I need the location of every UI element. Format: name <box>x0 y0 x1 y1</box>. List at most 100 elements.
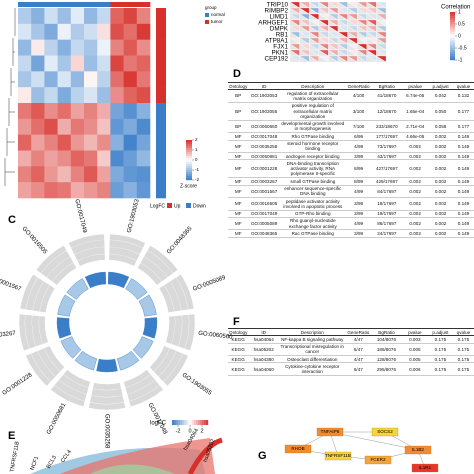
term-label: GO:0003267 <box>0 331 17 341</box>
heatmap-cell <box>70 182 85 199</box>
colorbar-tick-label: 0.5 <box>458 21 465 27</box>
table-cell: 0.002 <box>402 229 429 238</box>
heatmap-cell <box>136 87 151 104</box>
table-cell: 0.006 <box>401 362 428 376</box>
heatmap-cell <box>123 134 138 151</box>
colorbar-step <box>186 168 192 171</box>
term-label: GO:0016505 <box>21 226 49 256</box>
node-label: RHOB <box>291 446 304 451</box>
header-cell: GeneRatio <box>345 327 372 337</box>
term-label: GO:0050681 <box>46 402 68 436</box>
heatmap-cell <box>136 23 151 40</box>
table-cell: Transcriptional misregulation in cancer <box>279 343 346 357</box>
sector-grid <box>92 388 122 391</box>
table-cell: 0.175 <box>427 343 453 357</box>
colorbar-tick-label: 0 <box>458 33 461 39</box>
gene-label: RIMBP2 <box>265 8 289 15</box>
logfc-cell <box>156 182 166 199</box>
table-cell: 0.175 <box>427 335 453 344</box>
dendrogram <box>8 98 15 126</box>
heatmap-cell <box>110 87 124 104</box>
table-cell: 0.002 <box>428 217 453 231</box>
heatmap-cell <box>57 166 72 183</box>
heatmap-cell <box>97 150 111 167</box>
heatmap-cell <box>97 103 111 120</box>
heatmap-cell <box>97 182 111 199</box>
table-cell: GO:0017048 <box>248 132 280 141</box>
colorbar-step <box>186 420 189 425</box>
legend-title: group <box>205 5 217 10</box>
header-cell: pvalue <box>401 327 428 337</box>
heatmap-cell <box>110 103 124 120</box>
heatmap-cell <box>44 8 58 25</box>
heatmap-cell <box>110 134 124 151</box>
panel-label: F <box>233 316 240 328</box>
logfc-cell <box>156 150 166 167</box>
table-row: MF GO:0016505 peptidase activator activity… <box>228 197 474 211</box>
node-label: IL1B2 <box>412 447 424 452</box>
legend-swatch <box>205 13 209 17</box>
heatmap-cell <box>31 39 45 56</box>
inner-bar <box>116 350 140 371</box>
table-cell: GO:0035258 <box>248 140 280 154</box>
heatmap-cell <box>84 134 98 151</box>
table-cell: MF <box>228 229 249 238</box>
heatmap-cell <box>31 150 45 167</box>
table-cell: 0.002 <box>402 185 429 199</box>
header-cell: qvalue <box>452 81 474 91</box>
header-cell: p.adjust <box>427 327 453 337</box>
table-row: Ontology ID Description GeneRatio BgRatio pva… <box>228 81 474 91</box>
table-cell: MF <box>228 197 249 211</box>
logfc-cell <box>156 8 166 25</box>
table-cell: 0.002 <box>402 197 429 211</box>
legend-title: LogFC <box>150 203 165 209</box>
table-cell: 427/17697 <box>371 159 403 179</box>
colorbar-step <box>450 42 455 45</box>
heatmap-cell <box>123 39 138 56</box>
heatmap-cell <box>123 118 138 135</box>
table-cell: 41/18670 <box>371 89 403 103</box>
colorbar-step <box>186 152 192 155</box>
correlation-cell-lower <box>328 55 339 63</box>
colorbar-step <box>186 166 192 169</box>
table-cell: 5/47 <box>345 343 372 357</box>
table-cell: 12/18670 <box>371 102 403 121</box>
table-cell: 0.149 <box>452 185 474 199</box>
table-cell: 0.177 <box>452 120 474 134</box>
chord-label: TNFRSF11B <box>9 441 20 473</box>
table-cell: 0.002 <box>428 152 453 161</box>
panel-label: D <box>233 68 241 80</box>
colorbar-step <box>198 420 201 425</box>
colorbar-step <box>450 12 455 15</box>
colorbar-step <box>188 420 191 425</box>
colorbar-tick-label: 2 <box>195 137 198 142</box>
heatmap-cell <box>110 166 124 183</box>
table-cell: 6/47 <box>345 362 372 376</box>
legend-label: tumor <box>211 19 223 24</box>
inner-bar <box>96 358 118 373</box>
heatmap-cell <box>84 39 98 56</box>
heatmap-cell <box>44 182 58 199</box>
node-label: SOCS2 <box>377 429 393 434</box>
table-row: MF GO:0048365 Rac GTPase binding 3/99 24/176… <box>228 229 474 238</box>
logfc-cell <box>156 134 166 151</box>
table-cell: BP <box>228 120 249 134</box>
heatmap-cell <box>18 150 32 167</box>
heatmap-cell <box>70 103 85 120</box>
table-cell: 0.002 <box>428 210 453 218</box>
colorbar-step <box>178 420 181 425</box>
table-cell: GO:0001228 <box>248 159 280 179</box>
legend-label: Up <box>174 203 181 209</box>
heatmap-cell <box>31 118 45 135</box>
header-cell: BgRatio <box>371 81 403 91</box>
colorbar-title: Correlation <box>441 5 470 11</box>
table-cell: GO:0017049 <box>248 210 280 218</box>
correlation-cell-lower <box>357 55 368 63</box>
colorbar-step <box>450 58 455 61</box>
table-cell: GO:1903053 <box>248 89 280 103</box>
table: Ontology ID Description GeneRatio BgRatio pva… <box>228 81 474 238</box>
table-cell: 0.002 <box>402 177 429 186</box>
inner-bar <box>57 294 76 317</box>
heatmap-cell <box>44 166 58 183</box>
